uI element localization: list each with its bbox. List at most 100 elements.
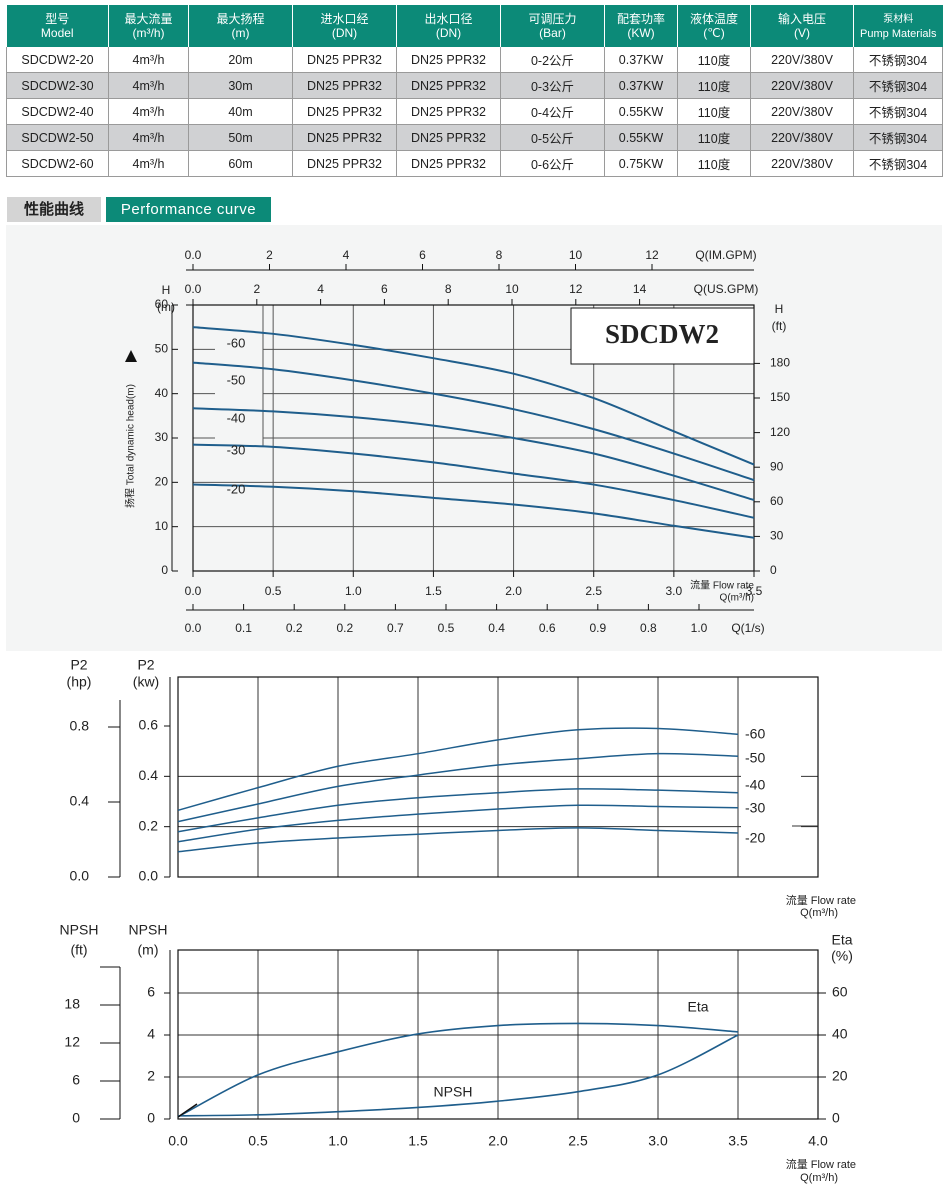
y2-tick-label: 90 (770, 459, 784, 473)
table-row: SDCDW2-20 4m³/h 20m DN25 PPR32 DN25 PPR32 0-2… (6, 47, 943, 73)
table-cell: 4m³/h (108, 150, 189, 177)
table-cell: SDCDW2-50 (6, 124, 109, 151)
bottom-axis2-tick-label: 0.2 (286, 621, 303, 635)
x-tick-label: 2.0 (488, 1133, 508, 1149)
npsh-curve (177, 1034, 739, 1117)
x-tick-label: 1.5 (408, 1133, 428, 1149)
y-tick-label: 6 (147, 984, 155, 1000)
bottom-axis2-tick-label: 0.9 (589, 621, 606, 635)
y2-tick-label: 120 (770, 425, 790, 439)
y-axis-unit: (m) (138, 942, 159, 958)
table-cell: 110度 (677, 150, 751, 177)
y-hp-tick-label: 0.8 (70, 718, 90, 734)
spec-header-label: 可调压力 (528, 12, 577, 26)
top-axis1-tick-label: 2 (266, 248, 273, 262)
y2-tick-label: 0 (832, 1110, 840, 1126)
power-curve (177, 727, 739, 812)
table-cell: DN25 PPR32 (292, 47, 397, 73)
up-arrow-icon (125, 350, 137, 362)
power-curve (177, 827, 739, 853)
series-label: -60 (227, 335, 246, 350)
head-curve (192, 407, 755, 502)
y-tick-label: 0 (147, 1110, 155, 1126)
table-cell: 60m (188, 150, 293, 177)
table-cell: 0.75KW (604, 150, 678, 177)
spec-header-label: 型号 (45, 12, 70, 26)
spec-header-label: 最大扬程 (216, 12, 265, 26)
y-ft-label: NPSH (60, 922, 99, 938)
y-hp-unit: (hp) (67, 674, 92, 690)
table-cell: DN25 PPR32 (292, 124, 397, 151)
x-tick-label: 0.5 (265, 584, 282, 598)
bottom-axis2-tick-label: 0.8 (640, 621, 657, 635)
y-tick-label: 0.2 (139, 817, 159, 833)
x-axis-unit: Q(m³/h) (720, 593, 754, 604)
spec-header-unit: (m³/h) (132, 26, 165, 40)
y-tick-label: 2 (147, 1068, 155, 1084)
spec-header-label: 泵材料 (883, 14, 914, 25)
table-cell: DN25 PPR32 (396, 150, 501, 177)
power-curve (177, 788, 739, 833)
x-tick-label: 0.5 (248, 1133, 268, 1149)
bottom-axis2-label: Q(1/s) (731, 621, 764, 635)
x-tick-label: 3.0 (666, 584, 683, 598)
y-axis-label: NPSH (129, 922, 168, 938)
spec-header-2: 最大扬程 (m) (188, 5, 293, 47)
y-tick-label: 10 (155, 519, 169, 533)
x-axis-label: 流量 Flow rate (690, 579, 754, 592)
power-curve (177, 752, 739, 823)
top-axis2-tick-label: 14 (633, 282, 647, 296)
table-cell: 110度 (677, 47, 751, 73)
table-cell: 0.55KW (604, 124, 678, 151)
top-axis2-tick-label: 0.0 (185, 282, 202, 296)
spec-table: 型号 Model 最大流量 (m³/h) 最大扬程 (m) 进水口经 (DN) 出水口径 (DN)… (6, 5, 943, 177)
y2-axis-unit: (ft) (772, 319, 787, 333)
table-cell: DN25 PPR32 (396, 47, 501, 73)
series-label: -20 (745, 830, 765, 846)
x-tick-label: 0.0 (185, 584, 202, 598)
bottom-axis2-tick-label: 0.6 (539, 621, 556, 635)
y-tick-label: 4 (147, 1026, 155, 1042)
x-axis-unit: Q(m³/h) (800, 907, 838, 919)
y-ft-tick-label: 0 (72, 1110, 80, 1126)
y-tick-label: 0 (161, 563, 168, 577)
table-row: SDCDW2-50 4m³/h 50m DN25 PPR32 DN25 PPR32 0-5… (6, 124, 943, 151)
y-tick-label: 0.6 (139, 717, 159, 733)
y-tick-label: 30 (155, 430, 169, 444)
spec-header-label: 出水口径 (424, 12, 473, 26)
table-cell: 220V/380V (750, 98, 854, 125)
y-tick-label: 60 (155, 297, 169, 311)
table-cell: 40m (188, 98, 293, 125)
y2-tick-label: 20 (832, 1068, 848, 1084)
table-cell: 不锈钢304 (853, 150, 943, 177)
y2-tick-label: 30 (770, 529, 784, 543)
table-cell: 0.37KW (604, 47, 678, 73)
y2-axis-unit: (%) (831, 948, 853, 964)
table-row: SDCDW2-30 4m³/h 30m DN25 PPR32 DN25 PPR32 0-3… (6, 72, 943, 99)
top-axis1-tick-label: 0.0 (185, 248, 202, 262)
y-axis-label: P2 (137, 657, 154, 673)
table-cell: 4m³/h (108, 98, 189, 125)
table-cell: 4m³/h (108, 124, 189, 151)
eta-series-label: Eta (687, 999, 708, 1015)
eta-origin-tick (177, 1103, 198, 1118)
table-cell: 0-5公斤 (500, 124, 605, 151)
table-cell: SDCDW2-60 (6, 150, 109, 177)
table-cell: 0.37KW (604, 72, 678, 99)
x-tick-label: 2.0 (505, 584, 522, 598)
y2-tick-label: 60 (832, 984, 848, 1000)
table-cell: 110度 (677, 72, 751, 99)
x-axis-label: 流量 Flow rate (786, 893, 856, 907)
y2-tick-label: 0 (770, 563, 777, 577)
head-curve (192, 361, 755, 482)
table-cell: 220V/380V (750, 124, 854, 151)
series-label: -40 (227, 410, 246, 425)
spec-header-unit: Model (40, 26, 74, 40)
x-tick-label: 3.0 (648, 1133, 668, 1149)
y2-axis-label: H (775, 302, 784, 316)
section-title-cn: 性能曲线 (7, 197, 101, 222)
table-cell: DN25 PPR32 (292, 98, 397, 125)
section-title-en: Performance curve (106, 197, 271, 222)
spec-header-6: 配套功率 (KW) (604, 5, 678, 47)
